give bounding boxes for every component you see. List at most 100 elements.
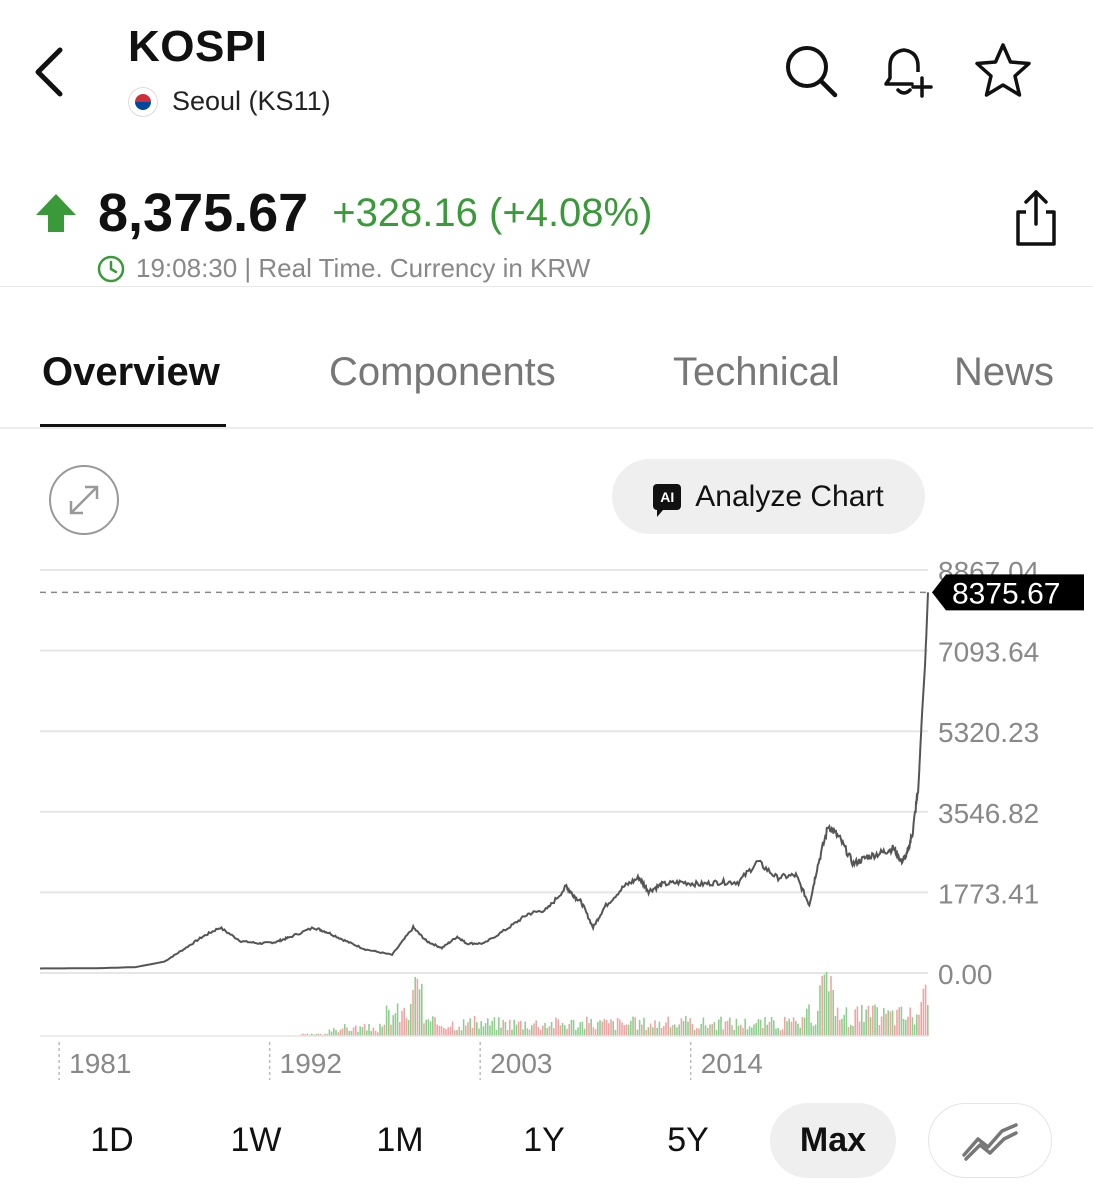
- volume-bar: [896, 1009, 898, 1036]
- analyze-chart-button[interactable]: AI Analyze Chart: [612, 459, 925, 534]
- volume-bar: [590, 1018, 592, 1036]
- volume-bar: [434, 1017, 436, 1036]
- volume-bar: [471, 1027, 474, 1036]
- volume-bar: [660, 1028, 663, 1036]
- favorite-button[interactable]: [972, 40, 1034, 102]
- volume-bar: [735, 1018, 738, 1036]
- volume-bar: [524, 1021, 526, 1036]
- volume-bar: [359, 1026, 361, 1036]
- exchange-label: Seoul (KS11): [128, 86, 331, 117]
- volume-bar: [856, 1006, 859, 1036]
- chart-type-button[interactable]: [928, 1103, 1052, 1178]
- volume-bar: [401, 1010, 403, 1036]
- volume-bar: [522, 1029, 524, 1036]
- volume-bar: [377, 1032, 379, 1036]
- volume-bar: [616, 1018, 619, 1036]
- volume-bar: [726, 1020, 729, 1036]
- volume-bar: [696, 1028, 698, 1036]
- volume-bar: [704, 1025, 707, 1036]
- volume-bar: [581, 1021, 584, 1036]
- range-1y-button[interactable]: 1Y: [523, 1121, 565, 1159]
- volume-bar: [693, 1029, 696, 1036]
- volume-bar: [751, 1027, 753, 1036]
- volume-bar: [667, 1016, 669, 1036]
- volume-bar: [476, 1022, 478, 1036]
- quote-timestamp: 19:08:30 | Real Time. Currency in KRW: [96, 253, 590, 284]
- volume-bar: [766, 1024, 768, 1036]
- volume-bar: [922, 988, 925, 1036]
- volume-bar: [674, 1024, 676, 1036]
- volume-bar: [652, 1027, 654, 1036]
- volume-bar: [550, 1021, 553, 1036]
- volume-bar: [707, 1027, 709, 1036]
- quote-row: 8,375.67 +328.16 (+4.08%): [34, 182, 652, 244]
- volume-bar: [509, 1019, 511, 1036]
- volume-bar: [656, 1027, 658, 1036]
- volume-bar: [577, 1027, 579, 1036]
- volume-bar: [425, 1019, 427, 1036]
- tab-news[interactable]: News: [954, 350, 1055, 394]
- volume-bar: [465, 1025, 467, 1036]
- tabs-divider: [0, 427, 1093, 429]
- clock-icon: [97, 255, 125, 282]
- volume-bar: [575, 1029, 577, 1036]
- volume-bar: [423, 1023, 425, 1036]
- volume-bar: [484, 1023, 487, 1036]
- volume-bar: [715, 1030, 718, 1036]
- range-1d-button[interactable]: 1D: [90, 1121, 134, 1159]
- volume-bar: [566, 1028, 568, 1036]
- volume-bar: [627, 1024, 630, 1036]
- range-1w-button[interactable]: 1W: [230, 1121, 282, 1159]
- volume-bar: [828, 991, 830, 1036]
- volume-bar: [467, 1022, 469, 1036]
- volume-bar: [572, 1019, 575, 1036]
- volume-bar: [350, 1030, 353, 1036]
- range-selector: 1D 1W 1M 1Y 5Y Max: [40, 1103, 1053, 1178]
- price-chart[interactable]: 8867.047093.645320.233546.821773.410.00 …: [0, 550, 1093, 1090]
- volume-bar: [506, 1030, 509, 1036]
- volume-bar: [328, 1029, 331, 1036]
- volume-bar: [636, 1029, 639, 1036]
- volume-bar: [370, 1031, 372, 1036]
- range-max-button[interactable]: Max: [770, 1103, 896, 1178]
- volume-bar: [777, 1028, 779, 1036]
- volume-bar: [924, 984, 927, 1036]
- back-button[interactable]: [28, 42, 78, 102]
- range-1m-button[interactable]: 1M: [376, 1121, 424, 1159]
- tab-components[interactable]: Components: [329, 350, 556, 394]
- volume-bar: [399, 1022, 401, 1036]
- volume-bar: [436, 1024, 438, 1036]
- expand-chart-button[interactable]: [49, 465, 119, 535]
- volume-bar: [907, 1016, 909, 1036]
- ai-chat-icon: AI: [653, 483, 682, 517]
- volume-bar: [482, 1026, 485, 1036]
- volume-bar: [489, 1025, 491, 1036]
- analyze-chart-label: Analyze Chart: [695, 479, 884, 513]
- volume-bar: [317, 1033, 320, 1036]
- volume-bar: [396, 1003, 399, 1036]
- volume-bar: [592, 1027, 595, 1036]
- volume-bar: [834, 1015, 837, 1036]
- share-button[interactable]: [1010, 188, 1062, 248]
- tab-overview[interactable]: Overview: [42, 350, 220, 394]
- volume-bar: [698, 1028, 700, 1036]
- tab-technical[interactable]: Technical: [673, 350, 840, 394]
- volume-bar: [517, 1021, 520, 1036]
- volume-bar: [414, 977, 416, 1036]
- volume-bar: [742, 1028, 744, 1036]
- volume-bar: [905, 1019, 907, 1036]
- volume-bar: [623, 1025, 625, 1036]
- volume-bar: [823, 974, 826, 1036]
- volume-bar: [889, 1011, 892, 1036]
- volume-bar: [539, 1029, 542, 1036]
- volume-bar: [632, 1016, 634, 1036]
- volume-bar: [731, 1025, 733, 1036]
- share-icon: [1016, 190, 1056, 246]
- search-button[interactable]: [782, 42, 840, 100]
- volume-bar: [443, 1027, 445, 1036]
- tab-bar: Overview Components Technical News: [0, 350, 1093, 429]
- volume-bar: [383, 1024, 386, 1036]
- volume-bar: [647, 1027, 650, 1036]
- alert-button[interactable]: [876, 40, 938, 102]
- range-5y-button[interactable]: 5Y: [667, 1121, 709, 1159]
